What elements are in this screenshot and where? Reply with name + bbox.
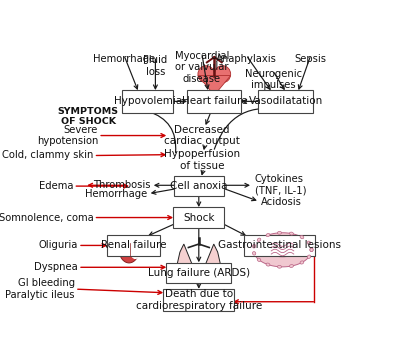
Polygon shape	[177, 244, 196, 282]
Text: Edema: Edema	[39, 181, 73, 191]
Ellipse shape	[214, 66, 231, 83]
Ellipse shape	[290, 264, 294, 267]
Text: Hemorrhage: Hemorrhage	[93, 54, 156, 64]
Polygon shape	[254, 233, 312, 267]
Text: Severe
hypotension: Severe hypotension	[37, 125, 98, 146]
Ellipse shape	[252, 252, 256, 255]
Text: Lung failure (ARDS): Lung failure (ARDS)	[148, 268, 250, 278]
Ellipse shape	[198, 66, 214, 83]
FancyBboxPatch shape	[244, 235, 315, 256]
FancyBboxPatch shape	[173, 207, 224, 228]
Ellipse shape	[307, 255, 311, 258]
Ellipse shape	[257, 238, 261, 241]
Ellipse shape	[307, 241, 311, 245]
Ellipse shape	[290, 232, 294, 235]
Text: Hypovolemia: Hypovolemia	[114, 96, 182, 106]
Ellipse shape	[278, 231, 282, 234]
Text: Sepsis: Sepsis	[294, 54, 326, 64]
FancyBboxPatch shape	[174, 176, 224, 196]
Text: Cold, clammy skin: Cold, clammy skin	[2, 151, 94, 160]
Polygon shape	[268, 243, 297, 257]
Ellipse shape	[310, 248, 313, 252]
Ellipse shape	[300, 261, 304, 264]
Ellipse shape	[278, 265, 282, 268]
FancyBboxPatch shape	[187, 90, 242, 113]
Text: Dyspnea: Dyspnea	[34, 262, 78, 272]
Polygon shape	[198, 76, 231, 95]
Ellipse shape	[300, 235, 304, 239]
Text: Neurogenic
impulses: Neurogenic impulses	[245, 69, 302, 90]
Text: Somnolence, coma: Somnolence, coma	[0, 213, 94, 223]
Text: Hypoperfusion
of tissue: Hypoperfusion of tissue	[164, 149, 240, 171]
Polygon shape	[202, 244, 220, 282]
Ellipse shape	[252, 245, 256, 248]
Ellipse shape	[266, 234, 270, 236]
FancyBboxPatch shape	[166, 262, 231, 283]
Text: Oliguria: Oliguria	[38, 240, 78, 250]
Ellipse shape	[310, 248, 313, 252]
Ellipse shape	[119, 237, 139, 263]
Ellipse shape	[257, 258, 261, 262]
Text: Vasodilatation: Vasodilatation	[248, 96, 323, 106]
FancyBboxPatch shape	[163, 289, 234, 311]
Text: Shock: Shock	[183, 213, 214, 223]
Ellipse shape	[266, 263, 270, 266]
Text: GI bleeding
Paralytic ileus: GI bleeding Paralytic ileus	[5, 278, 75, 300]
FancyBboxPatch shape	[258, 90, 313, 113]
Text: Anaphylaxis: Anaphylaxis	[216, 54, 277, 64]
Text: Acidosis: Acidosis	[262, 197, 302, 207]
Text: Renal failure: Renal failure	[101, 240, 166, 250]
Text: Cytokines
(TNF, IL-1): Cytokines (TNF, IL-1)	[255, 174, 306, 196]
Text: Hemorrhage: Hemorrhage	[86, 189, 148, 199]
Text: Thrombosis: Thrombosis	[93, 180, 151, 190]
Text: Gastrointestinal lesions: Gastrointestinal lesions	[218, 240, 341, 250]
Ellipse shape	[130, 240, 141, 259]
Text: Heart failure: Heart failure	[182, 96, 247, 106]
FancyBboxPatch shape	[107, 235, 160, 256]
FancyBboxPatch shape	[122, 90, 173, 113]
Text: SYMPTOMS
OF SHOCK: SYMPTOMS OF SHOCK	[58, 107, 119, 126]
Text: Cell anoxia: Cell anoxia	[170, 181, 228, 191]
Text: Myocardial
or valvular
disease: Myocardial or valvular disease	[175, 51, 229, 84]
Text: Decreased
cardiac output: Decreased cardiac output	[164, 125, 240, 146]
Text: Death due to
cardiorespiratory failure: Death due to cardiorespiratory failure	[136, 289, 262, 311]
Text: Fluid
loss: Fluid loss	[143, 55, 168, 76]
